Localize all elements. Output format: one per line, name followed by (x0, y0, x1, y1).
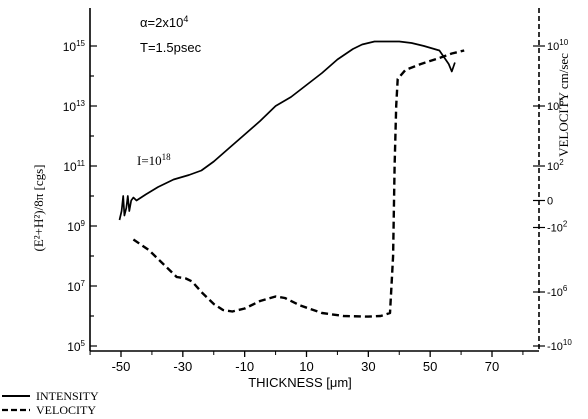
right-y-tick-label: -1010 (547, 338, 572, 353)
right-y-tick-label: -106 (547, 284, 568, 299)
right-y-tick-label: 0 (547, 196, 553, 208)
left-tick-exponent: 9 (81, 219, 86, 228)
intensity-annotation: I=1018 (137, 152, 171, 168)
alpha-annotation: α=2x104 (140, 14, 188, 30)
intensity-text: I=10 (137, 153, 162, 168)
right-tick-exponent: 6 (559, 98, 564, 107)
right-tick-mantissa: 10 (547, 41, 559, 53)
right-tick-exponent: 6 (563, 284, 568, 293)
right-y-axis-label: VELOCITY cm/sec (556, 53, 571, 157)
left-tick-exponent: 7 (81, 279, 86, 288)
right-tick-mantissa: -10 (547, 341, 563, 353)
series-velocity-line (132, 49, 465, 318)
x-tick-label: 10 (299, 359, 313, 374)
left-tick-mantissa: 10 (67, 340, 81, 354)
time-annotation: T=1.5psec (140, 40, 202, 55)
x-tick-label: -50 (112, 359, 131, 374)
left-tick-mantissa: 10 (67, 220, 81, 234)
axes (89, 8, 540, 352)
legend-intensity-label: INTENSITY (36, 389, 99, 403)
right-y-tick-label: 106 (547, 98, 564, 113)
right-tick-exponent: 2 (563, 220, 568, 229)
series-intensity-line (118, 40, 456, 221)
right-tick-exponent: 10 (563, 338, 572, 347)
x-ticks: -50 -30 -10 10 30 50 70 (89, 351, 524, 374)
alpha-exponent: 4 (183, 14, 188, 24)
left-y-tick-label: 1015 (63, 39, 86, 54)
right-tick-exponent: 10 (559, 38, 568, 47)
legend-velocity-label: VELOCITY (36, 403, 96, 417)
left-tick-mantissa: 10 (67, 280, 81, 294)
left-tick-exponent: 15 (76, 39, 85, 48)
left-y-tick-label: 105 (67, 339, 85, 354)
left-y-tick-label: 1013 (63, 99, 86, 114)
x-tick-label: -10 (235, 359, 254, 374)
right-tick-mantissa: 10 (547, 101, 559, 113)
left-tick-exponent: 11 (77, 159, 86, 168)
right-tick-mantissa: -10 (547, 223, 563, 235)
left-tick-exponent: 13 (76, 99, 85, 108)
left-tick-mantissa: 10 (63, 160, 77, 174)
x-tick-label: 50 (423, 359, 437, 374)
x-tick-label: 70 (485, 359, 499, 374)
left-y-tick-label: 1011 (63, 159, 85, 174)
x-tick-label: -30 (173, 359, 192, 374)
left-y-axis-label: (E²+H²)/8π [cgs] (31, 164, 46, 251)
legend: INTENSITY VELOCITY (2, 389, 99, 417)
right-y-tick-label: 1010 (547, 38, 569, 53)
left-y-tick-label: 109 (67, 219, 85, 234)
left-tick-mantissa: 10 (63, 40, 77, 54)
intensity-exponent: 18 (162, 152, 172, 162)
left-y-tick-label: 107 (67, 279, 85, 294)
x-axis-label: THICKNESS [μm] (248, 375, 352, 390)
left-tick-exponent: 5 (81, 339, 86, 348)
right-y-tick-label: 102 (547, 158, 564, 173)
x-tick-label: 30 (361, 359, 375, 374)
right-tick-mantissa: 0 (547, 196, 553, 208)
right-tick-mantissa: -10 (547, 287, 563, 299)
right-tick-exponent: 2 (559, 158, 564, 167)
left-tick-mantissa: 10 (63, 100, 77, 114)
alpha-text: α=2x10 (140, 15, 183, 30)
right-y-tick-label: -102 (547, 220, 568, 235)
series-lines (118, 40, 465, 318)
right-tick-mantissa: 10 (547, 161, 559, 173)
